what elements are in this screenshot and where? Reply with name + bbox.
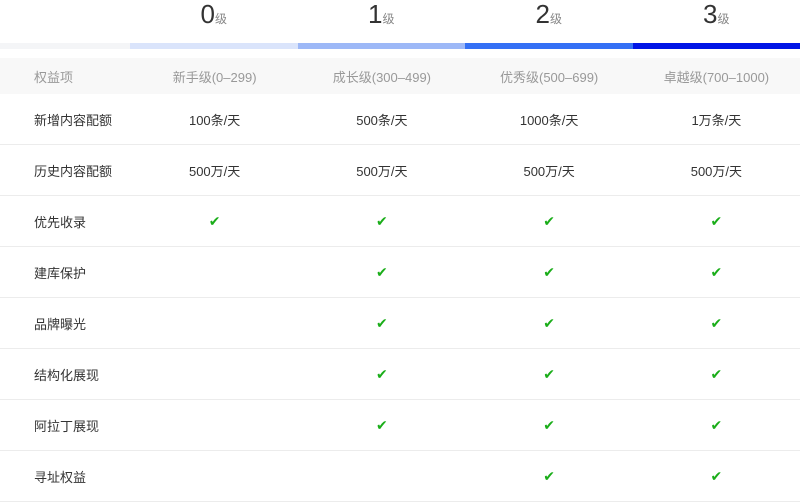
check-icon: ✔ — [711, 468, 723, 484]
level-bar-3 — [633, 43, 800, 49]
benefit-label: 新增内容配额 — [0, 94, 131, 145]
level-number: 2 — [536, 0, 550, 29]
benefit-cell — [131, 247, 298, 298]
table-header-row: 权益项新手级(0–299)成长级(300–499)优秀级(500–699)卓越级… — [0, 58, 800, 94]
check-icon: ✔ — [376, 213, 388, 229]
column-header: 新手级(0–299) — [131, 58, 298, 94]
check-icon: ✔ — [376, 264, 388, 280]
level-bar-1 — [298, 43, 466, 49]
table-row: 优先收录 ✔ ✔ ✔ ✔ — [0, 196, 800, 247]
table-row: 品牌曝光 ✔ ✔ ✔ — [0, 298, 800, 349]
check-icon: ✔ — [543, 264, 555, 280]
check-icon: ✔ — [376, 315, 388, 331]
column-header: 权益项 — [0, 58, 131, 94]
column-header: 卓越级(700–1000) — [633, 58, 800, 94]
check-icon: ✔ — [376, 366, 388, 382]
benefit-cell: ✔ — [298, 196, 465, 247]
benefit-cell: ✔ — [298, 247, 465, 298]
benefit-cell: 500万/天 — [466, 145, 633, 196]
benefit-label: 优先收录 — [0, 196, 131, 247]
check-icon: ✔ — [543, 366, 555, 382]
check-icon: ✔ — [711, 417, 723, 433]
benefit-cell: ✔ — [298, 298, 465, 349]
benefit-cell: ✔ — [298, 400, 465, 451]
level-unit: 级 — [382, 12, 394, 26]
benefit-cell — [131, 349, 298, 400]
check-icon: ✔ — [376, 417, 388, 433]
benefit-label: 寻址权益 — [0, 451, 131, 502]
level-number: 3 — [703, 0, 717, 29]
benefit-cell: ✔ — [466, 247, 633, 298]
benefit-cell: 500万/天 — [131, 145, 298, 196]
level-bar-0 — [130, 43, 298, 49]
benefit-cell — [131, 451, 298, 502]
column-header: 成长级(300–499) — [298, 58, 465, 94]
benefit-cell: ✔ — [466, 196, 633, 247]
column-header: 优秀级(500–699) — [466, 58, 633, 94]
bar-base — [0, 43, 130, 49]
level-progress-bar — [0, 43, 800, 49]
benefit-label: 品牌曝光 — [0, 298, 131, 349]
benefit-cell: ✔ — [466, 349, 633, 400]
level-unit: 级 — [550, 12, 562, 26]
benefit-label: 结构化展现 — [0, 349, 131, 400]
table-row: 结构化展现 ✔ ✔ ✔ — [0, 349, 800, 400]
benefit-cell: 100条/天 — [131, 94, 298, 145]
benefit-cell: 1万条/天 — [633, 94, 800, 145]
level-number: 0 — [201, 0, 215, 29]
level-1: 1级 — [298, 0, 466, 40]
check-icon: ✔ — [543, 417, 555, 433]
benefit-cell: ✔ — [633, 247, 800, 298]
benefit-cell: ✔ — [466, 451, 633, 502]
benefit-cell: 1000条/天 — [466, 94, 633, 145]
benefit-cell: ✔ — [633, 196, 800, 247]
check-icon: ✔ — [711, 315, 723, 331]
level-0: 0级 — [130, 0, 298, 40]
benefit-cell: ✔ — [298, 349, 465, 400]
benefits-table: 权益项新手级(0–299)成长级(300–499)优秀级(500–699)卓越级… — [0, 58, 800, 502]
table-row: 阿拉丁展现 ✔ ✔ ✔ — [0, 400, 800, 451]
benefit-cell: 500万/天 — [633, 145, 800, 196]
check-icon: ✔ — [711, 264, 723, 280]
benefit-cell: 500万/天 — [298, 145, 465, 196]
benefit-label: 阿拉丁展现 — [0, 400, 131, 451]
check-icon: ✔ — [543, 468, 555, 484]
benefit-cell: ✔ — [131, 196, 298, 247]
benefit-cell: 500条/天 — [298, 94, 465, 145]
table-row: 寻址权益 ✔ ✔ — [0, 451, 800, 502]
level-unit: 级 — [215, 12, 227, 26]
benefit-cell: ✔ — [633, 298, 800, 349]
benefit-cell: ✔ — [466, 298, 633, 349]
benefit-label: 建库保护 — [0, 247, 131, 298]
benefit-cell: ✔ — [633, 400, 800, 451]
level-bar-2 — [465, 43, 633, 49]
benefit-cell: ✔ — [633, 451, 800, 502]
benefit-cell — [131, 298, 298, 349]
benefit-cell — [131, 400, 298, 451]
check-icon: ✔ — [711, 213, 723, 229]
check-icon: ✔ — [543, 213, 555, 229]
check-icon: ✔ — [711, 366, 723, 382]
table-row: 建库保护 ✔ ✔ ✔ — [0, 247, 800, 298]
check-icon: ✔ — [543, 315, 555, 331]
check-icon: ✔ — [209, 213, 221, 229]
level-3: 3级 — [633, 0, 800, 40]
level-2: 2级 — [465, 0, 633, 40]
benefit-cell: ✔ — [633, 349, 800, 400]
benefit-cell: ✔ — [466, 400, 633, 451]
benefit-label: 历史内容配额 — [0, 145, 131, 196]
level-number: 1 — [368, 0, 382, 29]
benefit-cell — [298, 451, 465, 502]
level-unit: 级 — [717, 12, 729, 26]
